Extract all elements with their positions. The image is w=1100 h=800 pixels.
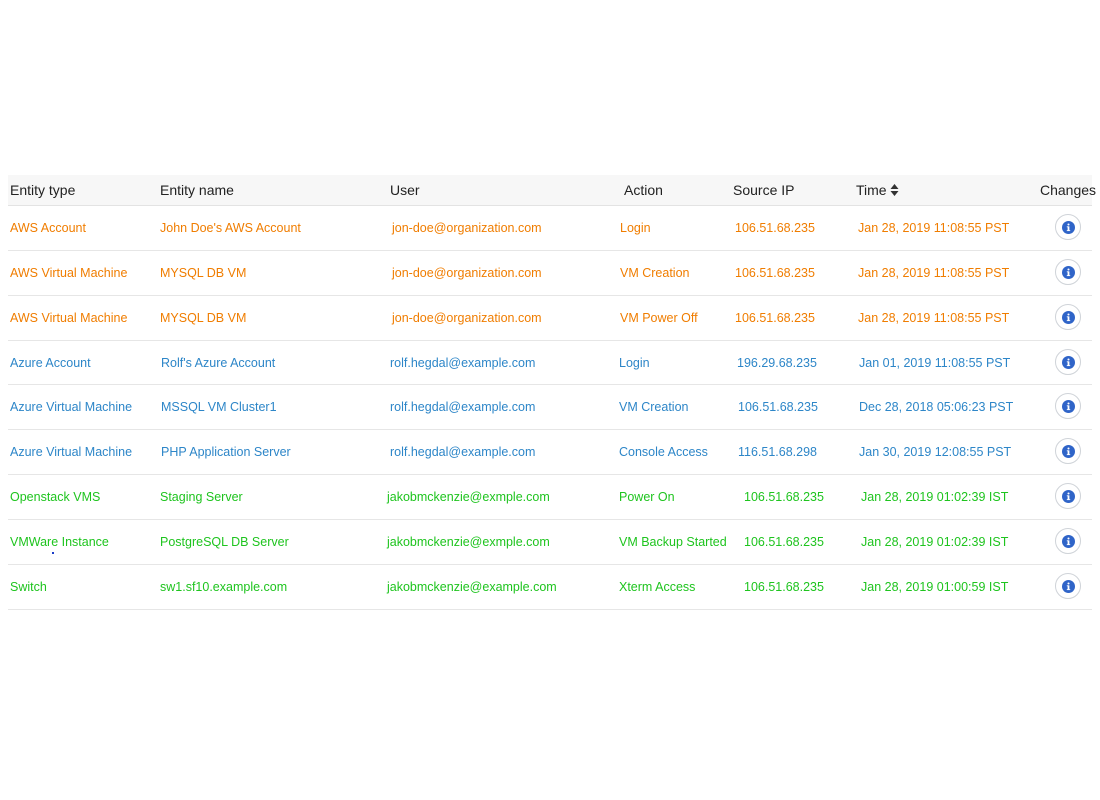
- table-row[interactable]: Openstack VMS Staging Server jakobmckenzie…: [8, 475, 1092, 520]
- cell-source-ip: 106.51.68.235: [735, 221, 815, 235]
- cell-entity-name: PHP Application Server: [161, 445, 291, 459]
- info-icon: [1061, 265, 1075, 279]
- table-body: AWS Account John Doe's AWS Account jon-doe…: [8, 206, 1092, 610]
- changes-info-button[interactable]: [1055, 393, 1081, 419]
- cell-time: Jan 01, 2019 11:08:55 PST: [859, 356, 1011, 370]
- changes-info-button[interactable]: [1055, 214, 1081, 240]
- cell-time: Jan 28, 2019 11:08:55 PST: [858, 311, 1010, 325]
- cell-entity-type: Openstack VMS: [10, 490, 101, 504]
- audit-log-table: Entity type Entity name User Action Sour…: [8, 175, 1096, 610]
- changes-info-button[interactable]: [1055, 528, 1081, 554]
- sort-icon[interactable]: [890, 183, 899, 197]
- cell-source-ip: 106.51.68.235: [744, 490, 824, 504]
- cell-source-ip: 106.51.68.235: [744, 580, 824, 594]
- table-row[interactable]: Azure Account Rolf's Azure Account rolf.he…: [8, 341, 1092, 385]
- header-action: Action: [624, 182, 663, 198]
- header-entity-type: Entity type: [10, 182, 76, 198]
- cell-action: Xterm Access: [619, 580, 696, 594]
- cell-time: Jan 28, 2019 11:08:55 PST: [858, 266, 1010, 280]
- cell-user: jon-doe@organization.com: [392, 311, 542, 325]
- cell-action: VM Creation: [620, 266, 690, 280]
- cell-time: Jan 28, 2019 01:00:59 IST: [861, 580, 1009, 594]
- cell-user: jon-doe@organization.com: [392, 266, 542, 280]
- changes-info-button[interactable]: [1055, 259, 1081, 285]
- table-row[interactable]: Azure Virtual Machine MSSQL VM Cluster1 ro…: [8, 385, 1092, 430]
- cell-source-ip: 196.29.68.235: [737, 356, 817, 370]
- header-time-label: Time: [856, 182, 887, 198]
- cell-entity-name: MYSQL DB VM: [160, 311, 247, 325]
- cell-source-ip: 106.51.68.235: [735, 311, 815, 325]
- cell-entity-name: PostgreSQL DB Server: [160, 535, 289, 549]
- info-icon: [1061, 355, 1075, 369]
- cell-entity-type: AWS Virtual Machine: [10, 266, 128, 280]
- changes-info-button[interactable]: [1055, 304, 1081, 330]
- cell-user: jon-doe@organization.com: [392, 221, 542, 235]
- table-row[interactable]: Azure Virtual Machine PHP Application Ser…: [8, 430, 1092, 475]
- cell-time: Jan 28, 2019 11:08:55 PST: [858, 221, 1010, 235]
- cell-entity-name: MSSQL VM Cluster1: [161, 400, 277, 414]
- table-header: Entity type Entity name User Action Sour…: [8, 175, 1096, 206]
- changes-info-button[interactable]: [1055, 573, 1081, 599]
- cell-action: Login: [620, 221, 651, 235]
- cell-source-ip: 106.51.68.235: [744, 535, 824, 549]
- info-icon: [1061, 444, 1075, 458]
- cell-entity-type: Switch: [10, 580, 47, 594]
- cell-entity-type: AWS Account: [10, 221, 86, 235]
- stray-dot: [52, 552, 54, 554]
- table-row[interactable]: AWS Virtual Machine MYSQL DB VM jon-doe@or…: [8, 251, 1092, 296]
- cell-entity-type: Azure Virtual Machine: [10, 445, 133, 459]
- cell-user: jakobmckenzie@exmple.com: [387, 490, 550, 504]
- info-icon: [1061, 220, 1075, 234]
- cell-action: VM Power Off: [620, 311, 698, 325]
- cell-entity-name: Rolf's Azure Account: [161, 356, 276, 370]
- changes-info-button[interactable]: [1055, 438, 1081, 464]
- info-icon: [1061, 489, 1075, 503]
- changes-info-button[interactable]: [1055, 483, 1081, 509]
- info-icon: [1061, 579, 1075, 593]
- cell-user: jakobmckenzie@exmple.com: [387, 535, 550, 549]
- header-time[interactable]: Time: [856, 182, 899, 198]
- cell-time: Jan 30, 2019 12:08:55 PST: [859, 445, 1012, 459]
- table-row[interactable]: Switch sw1.sf10.example.com jakobmckenzie@…: [8, 565, 1092, 610]
- cell-entity-name: Staging Server: [160, 490, 243, 504]
- cell-time: Jan 28, 2019 01:02:39 IST: [861, 535, 1009, 549]
- table-row[interactable]: AWS Account John Doe's AWS Account jon-doe…: [8, 206, 1092, 251]
- cell-entity-type: Azure Account: [10, 356, 91, 370]
- cell-source-ip: 106.51.68.235: [738, 400, 818, 414]
- table-row[interactable]: VMWare Instance PostgreSQL DB Server jakob…: [8, 520, 1092, 565]
- cell-action: Login: [619, 356, 650, 370]
- cell-entity-name: John Doe's AWS Account: [160, 221, 301, 235]
- cell-action: VM Creation: [619, 400, 689, 414]
- cell-entity-name: MYSQL DB VM: [160, 266, 247, 280]
- cell-user: rolf.hegdal@example.com: [390, 445, 536, 459]
- cell-source-ip: 116.51.68.298: [738, 445, 818, 459]
- cell-time: Jan 28, 2019 01:02:39 IST: [861, 490, 1009, 504]
- cell-user: rolf.hegdal@example.com: [390, 400, 536, 414]
- cell-action: Console Access: [619, 445, 708, 459]
- cell-entity-type: VMWare Instance: [10, 535, 109, 549]
- cell-entity-name: sw1.sf10.example.com: [160, 580, 288, 594]
- header-source-ip: Source IP: [733, 182, 795, 198]
- info-icon: [1061, 310, 1075, 324]
- cell-entity-type: AWS Virtual Machine: [10, 311, 128, 325]
- cell-action: Power On: [619, 490, 675, 504]
- cell-action: VM Backup Started: [619, 535, 727, 549]
- header-entity-name: Entity name: [160, 182, 234, 198]
- cell-entity-type: Azure Virtual Machine: [10, 400, 133, 414]
- cell-source-ip: 106.51.68.235: [735, 266, 815, 280]
- cell-user: rolf.hegdal@example.com: [390, 356, 536, 370]
- changes-info-button[interactable]: [1055, 349, 1081, 375]
- info-icon: [1061, 534, 1075, 548]
- info-icon: [1061, 399, 1075, 413]
- cell-user: jakobmckenzie@example.com: [387, 580, 557, 594]
- cell-time: Dec 28, 2018 05:06:23 PST: [859, 400, 1014, 414]
- header-user: User: [390, 182, 420, 198]
- table-row[interactable]: AWS Virtual Machine MYSQL DB VM jon-doe@or…: [8, 296, 1092, 341]
- header-changes: Changes: [1040, 182, 1097, 198]
